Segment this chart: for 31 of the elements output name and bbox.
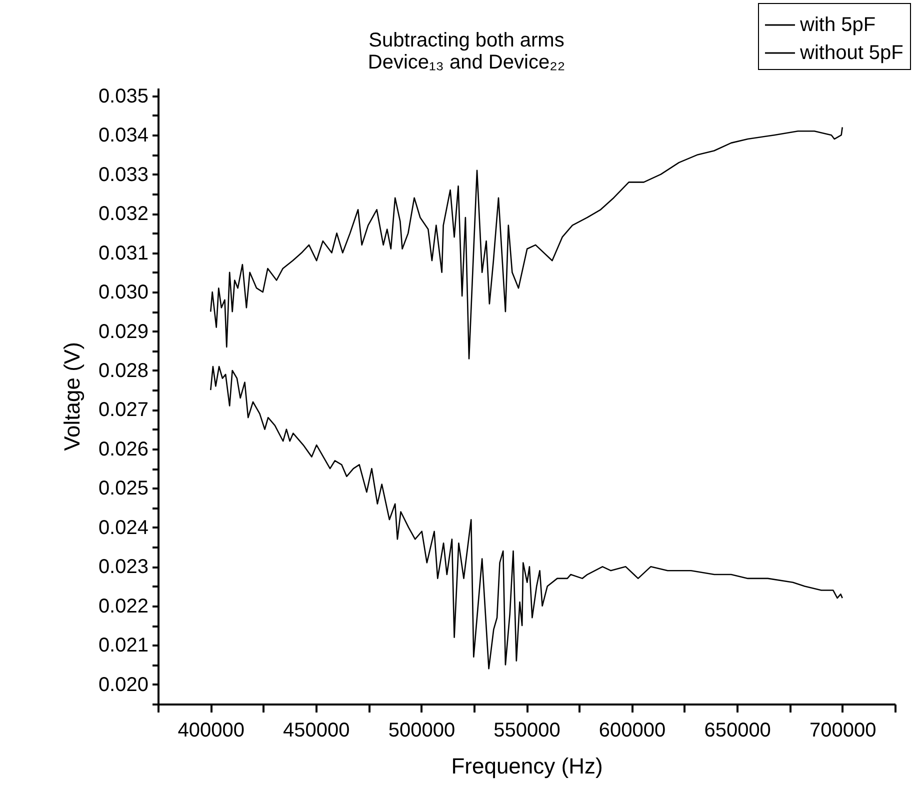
x-tick-label: 600000	[598, 720, 666, 742]
text: Subtracting both arms	[368, 30, 564, 52]
y-tick-label: 0.025	[98, 478, 148, 500]
y-tick-label: 0.032	[98, 203, 148, 226]
y-tick-label: 0.027	[98, 399, 148, 422]
x-tick-label: 650000	[704, 720, 771, 742]
x-tick-label: 700000	[809, 720, 876, 742]
y-tick-label: 0.022	[98, 595, 148, 618]
y-tick-label: 0.033	[98, 164, 148, 186]
legend-label: without 5pF	[799, 42, 904, 64]
x-tick-label: 400000	[178, 720, 245, 742]
y-tick-label: 0.026	[98, 438, 148, 460]
y-axis-title: Voltage (V)	[59, 342, 84, 451]
y-tick-label: 0.029	[98, 320, 148, 343]
y-tick-label: 0.028	[98, 360, 148, 382]
legend-label: with 5pF	[799, 14, 876, 36]
line-series	[210, 366, 844, 670]
y-tick-label: 0.020	[98, 674, 148, 696]
line-series	[210, 126, 844, 360]
y-tick-label: 0.024	[98, 516, 148, 539]
x-axis-title: Frequency (Hz)	[451, 754, 603, 778]
y-tick-label: 0.034	[98, 124, 148, 147]
x-tick-label: 500000	[388, 720, 456, 742]
y-tick-label: 0.023	[98, 556, 148, 578]
y-tick-label: 0.031	[98, 242, 148, 264]
y-tick-label: 0.021	[98, 634, 148, 657]
x-tick-label: 550000	[494, 720, 560, 742]
y-tick-label: 0.035	[98, 85, 148, 108]
text: Device₁₃ and Device₂₂	[368, 52, 566, 74]
x-tick-label: 450000	[283, 720, 350, 742]
y-tick-label: 0.030	[98, 282, 148, 304]
